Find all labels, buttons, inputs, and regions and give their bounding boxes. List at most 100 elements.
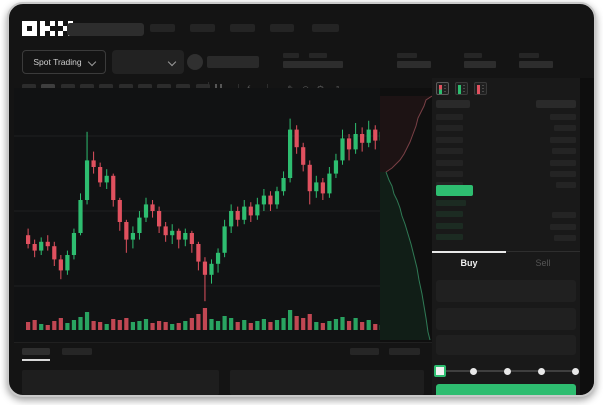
last-price-bar[interactable] (436, 185, 473, 196)
stat-label-placeholder (309, 53, 327, 58)
nav-item[interactable] (270, 24, 294, 32)
bid-price-placeholder[interactable] (436, 200, 466, 206)
stat-value-placeholder (309, 61, 343, 68)
order-panel: Buy Sell (432, 78, 580, 395)
candlestick-chart[interactable] (14, 88, 380, 342)
right-margin (580, 78, 594, 395)
timeframe-button[interactable] (157, 84, 172, 91)
bottom-tab[interactable] (22, 348, 50, 355)
stat-value-placeholder (464, 61, 496, 68)
volume-bar (307, 314, 312, 330)
slider-stop[interactable] (503, 367, 511, 375)
volume-bar (242, 320, 247, 330)
search-input[interactable] (67, 23, 144, 36)
slider-stop[interactable] (469, 367, 477, 375)
candle-body (353, 134, 358, 150)
timeframe-button[interactable] (118, 84, 133, 91)
ticker-stat (283, 53, 323, 73)
volume-bar (71, 320, 77, 330)
book-rows-glyph (463, 85, 465, 92)
candle-body (255, 204, 260, 216)
candle-body (45, 241, 50, 247)
stat-label-placeholder (283, 53, 299, 58)
candle-body (58, 259, 63, 271)
order-form-field[interactable] (436, 280, 576, 302)
ask-price-placeholder[interactable] (436, 148, 463, 155)
slider-stop[interactable] (571, 367, 579, 375)
bottom-tab[interactable] (389, 348, 420, 355)
tab-sell[interactable]: Sell (535, 258, 551, 268)
bids-depth-line (385, 171, 431, 341)
timeframe-button[interactable] (22, 84, 36, 91)
volume-bar (360, 322, 365, 330)
ask-price-placeholder[interactable] (436, 159, 463, 166)
slider-stop[interactable] (537, 367, 545, 375)
volume-bar (229, 318, 234, 330)
candle-body (143, 204, 149, 218)
nav-item[interactable] (150, 24, 175, 32)
volume-bar (137, 321, 142, 330)
ask-price-placeholder[interactable] (436, 171, 463, 177)
bottom-tab[interactable] (350, 348, 379, 355)
volume-bar (65, 323, 70, 330)
trading-mode-selector[interactable]: Spot Trading (22, 50, 106, 74)
depth-chart (380, 88, 432, 342)
volume-bar (189, 318, 194, 330)
ticker-stat (309, 53, 349, 73)
ticker-stat (464, 53, 504, 73)
nav-item[interactable] (312, 24, 339, 32)
candle-body (314, 182, 319, 192)
order-form-field[interactable] (436, 308, 576, 330)
buy-submit-button[interactable] (436, 384, 576, 395)
ticker-stats (9, 48, 594, 78)
timeframe-button[interactable] (137, 84, 152, 91)
slider-stop[interactable] (434, 365, 446, 377)
stat-label-placeholder (397, 53, 417, 58)
tab-buy[interactable]: Buy (460, 258, 478, 268)
timeframe-button[interactable] (176, 84, 191, 91)
volume-bar (274, 320, 280, 330)
volume-bar (209, 319, 214, 330)
nav-item[interactable] (190, 24, 215, 32)
candle-body (52, 246, 57, 260)
book-color-strip (439, 85, 442, 94)
pair-dropdown[interactable] (112, 50, 184, 74)
order-form (432, 78, 580, 358)
ask-amount-placeholder (554, 125, 576, 132)
candle-body (261, 195, 266, 205)
ask-amount-placeholder (552, 148, 576, 155)
timeframe-button[interactable] (79, 84, 94, 91)
ask-amount-placeholder (550, 159, 576, 166)
candle-body (189, 233, 194, 244)
order-form-field[interactable] (436, 335, 576, 355)
candle-body (117, 200, 122, 222)
book-bids-icon[interactable] (455, 82, 468, 95)
bottom-tab[interactable] (62, 348, 92, 355)
book-asks-icon[interactable] (474, 82, 487, 95)
timeframe-button[interactable] (195, 84, 210, 91)
bid-price-placeholder[interactable] (436, 222, 463, 229)
ask-price-placeholder[interactable] (436, 114, 463, 120)
volume-bar (111, 319, 116, 330)
candle-body (288, 129, 293, 178)
timeframe-button[interactable] (99, 84, 114, 91)
candle-body (157, 211, 162, 227)
nav-item[interactable] (230, 24, 255, 32)
candle-body (274, 191, 280, 205)
orderbook-header-amount-placeholder (536, 100, 576, 108)
coin-avatar (187, 54, 203, 70)
candle-body (71, 233, 77, 255)
candle-body (84, 160, 90, 200)
ask-price-placeholder[interactable] (436, 136, 463, 143)
volume-bar (45, 325, 50, 330)
candle-body (366, 129, 371, 143)
bid-price-placeholder[interactable] (436, 233, 463, 240)
timeframe-button[interactable] (41, 84, 56, 91)
ask-price-placeholder[interactable] (436, 125, 463, 132)
book-combined-icon[interactable] (436, 82, 449, 95)
bid-price-placeholder[interactable] (436, 211, 463, 218)
volume-bar (143, 319, 149, 330)
timeframe-button[interactable] (60, 84, 75, 91)
volume-bar (52, 321, 57, 330)
volume-bar (281, 318, 286, 330)
